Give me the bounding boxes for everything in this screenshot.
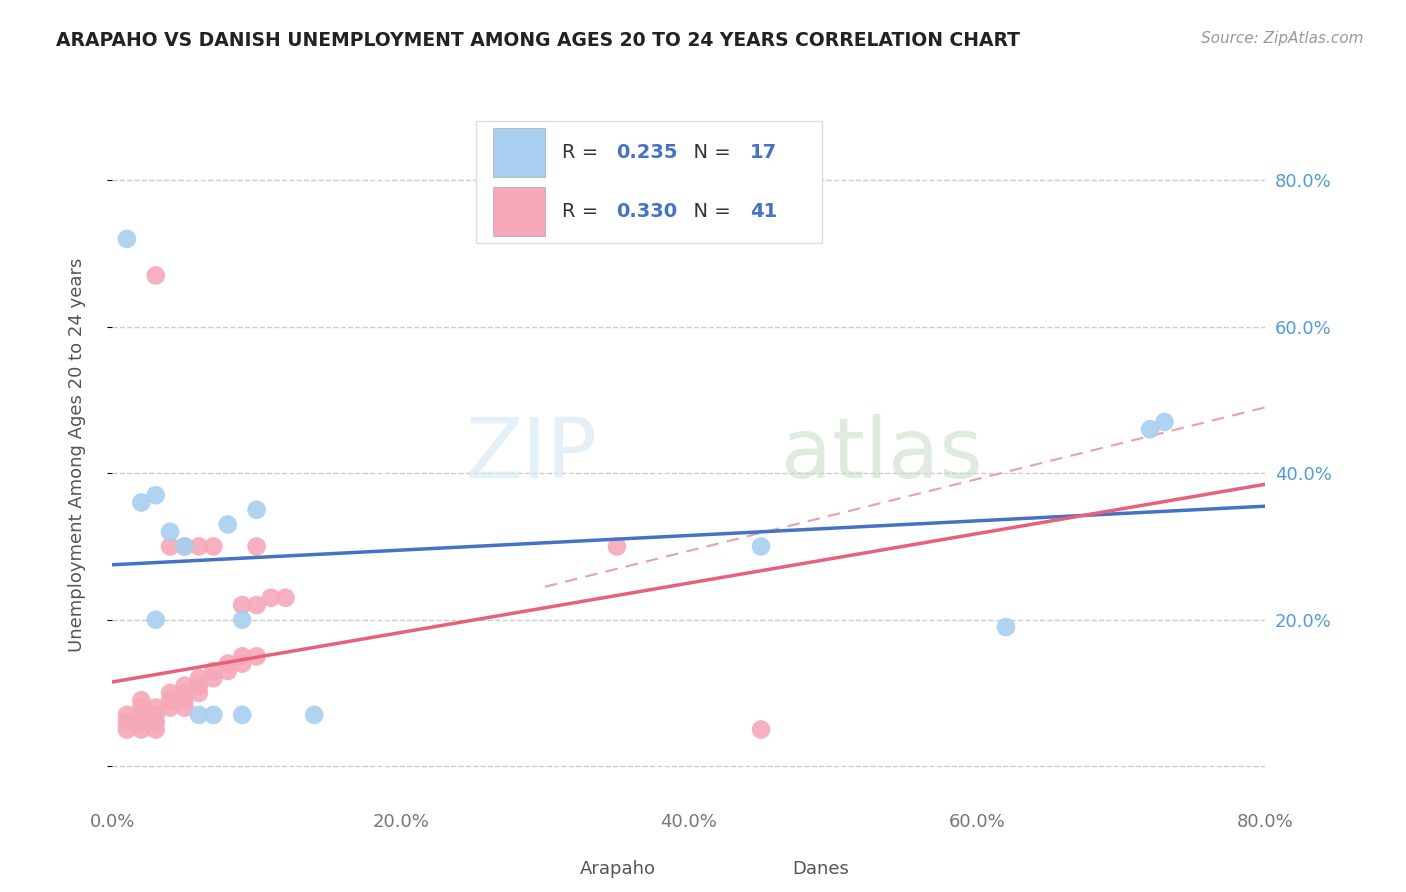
Point [129,723,153,737]
FancyBboxPatch shape [494,128,544,177]
Text: R =: R = [562,202,605,221]
Point [115,715,138,730]
Point [188,686,211,700]
Point [188,671,211,685]
Text: N =: N = [681,143,737,161]
Point [274,591,297,605]
Point [995,620,1018,634]
Point [159,693,181,707]
Point [749,540,772,554]
Point [188,679,211,693]
Point [173,693,195,707]
Point [115,723,138,737]
Point [188,707,211,722]
Point [173,686,195,700]
Point [1153,415,1175,429]
Point [159,540,181,554]
Point [217,657,239,671]
Text: Arapaho: Arapaho [579,860,655,878]
Point [115,232,138,246]
Point [202,707,225,722]
Point [245,649,267,664]
Point [217,664,239,678]
Point [1139,422,1161,436]
Point [159,524,181,539]
Point [129,707,153,722]
Point [145,715,167,730]
Point [231,707,253,722]
Point [115,707,138,722]
Point [129,495,153,509]
Text: ZIP: ZIP [465,415,596,495]
Text: atlas: atlas [782,415,983,495]
Text: Danes: Danes [793,860,849,878]
Point [129,715,153,730]
Text: 0.330: 0.330 [616,202,678,221]
Text: 0.235: 0.235 [616,143,678,161]
FancyBboxPatch shape [730,855,782,883]
Point [245,540,267,554]
FancyBboxPatch shape [516,855,568,883]
Point [159,700,181,714]
Y-axis label: Unemployment Among Ages 20 to 24 years: Unemployment Among Ages 20 to 24 years [67,258,86,652]
Point [231,649,253,664]
Point [129,693,153,707]
Point [260,591,283,605]
Point [173,540,195,554]
Point [145,723,167,737]
Point [145,268,167,283]
Point [749,723,772,737]
Point [145,700,167,714]
FancyBboxPatch shape [475,121,821,243]
Point [245,503,267,517]
Point [173,700,195,714]
Point [159,686,181,700]
Point [145,707,167,722]
Point [202,664,225,678]
Point [217,517,239,532]
Point [304,707,326,722]
Point [129,700,153,714]
Point [202,671,225,685]
FancyBboxPatch shape [494,187,544,235]
Text: 17: 17 [749,143,778,161]
Text: R =: R = [562,143,605,161]
Text: N =: N = [681,202,737,221]
Text: Source: ZipAtlas.com: Source: ZipAtlas.com [1201,31,1364,46]
Point [245,598,267,612]
Point [202,540,225,554]
Point [231,657,253,671]
Point [145,488,167,502]
Text: 41: 41 [749,202,778,221]
Point [231,598,253,612]
Point [231,613,253,627]
Text: ARAPAHO VS DANISH UNEMPLOYMENT AMONG AGES 20 TO 24 YEARS CORRELATION CHART: ARAPAHO VS DANISH UNEMPLOYMENT AMONG AGE… [56,31,1021,50]
Point [188,540,211,554]
Point [173,679,195,693]
Point [606,540,628,554]
Point [145,613,167,627]
Point [173,540,195,554]
